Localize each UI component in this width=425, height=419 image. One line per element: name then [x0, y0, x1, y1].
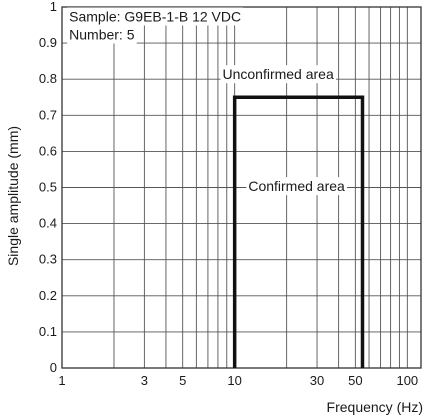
- y-tick-label: 0.6: [39, 143, 57, 158]
- annotation-background: [246, 177, 348, 196]
- y-tick-label: 0.7: [39, 107, 57, 122]
- y-tick-label: 1: [50, 0, 57, 14]
- annotation-background: [67, 25, 137, 44]
- annotation-text: Sample: G9EB-1-B 12 VDC: [69, 8, 241, 24]
- y-tick-label: 0.2: [39, 288, 57, 303]
- x-tick-label: 1: [58, 373, 65, 388]
- annotation-text: Unconfirmed area: [222, 66, 333, 82]
- annotation-background: [220, 65, 336, 84]
- y-tick-label: 0.1: [39, 324, 57, 339]
- tick-labels: 1 3 5 10 30 50 100 0 0.1 0.2 0.3 0.4 0.5 0.6 0.7 0.8 0.9…: [39, 0, 418, 388]
- x-tick-label: 30: [310, 373, 324, 388]
- annotation-background: [67, 7, 244, 26]
- y-tick-label: 0.4: [39, 216, 57, 231]
- y-tick-label: 0.3: [39, 252, 57, 267]
- x-axis-label: Frequency (Hz): [327, 399, 423, 415]
- confirmed-area-boundary: [232, 95, 365, 368]
- y-tick-label: 0: [50, 360, 57, 375]
- x-tick-label: 100: [396, 373, 418, 388]
- annotation-text: Confirmed area: [248, 178, 345, 194]
- annotations: Sample: G9EB-1-B 12 VDC Number: 5 Unconfir…: [67, 7, 348, 196]
- y-tick-label: 0.8: [39, 71, 57, 86]
- grid: [61, 6, 421, 369]
- plot-frame: [61, 6, 422, 369]
- annotation-text: Number: 5: [69, 26, 135, 42]
- series-layer: [232, 95, 365, 368]
- x-tick-label: 3: [141, 373, 148, 388]
- plot-border: [61, 6, 422, 369]
- y-tick-label: 0.9: [39, 35, 57, 50]
- x-tick-label: 10: [227, 373, 241, 388]
- y-axis-label: Single amplitude (mm): [5, 126, 21, 266]
- x-tick-label: 50: [348, 373, 362, 388]
- x-tick-label: 5: [179, 373, 186, 388]
- y-tick-label: 0.5: [39, 180, 57, 195]
